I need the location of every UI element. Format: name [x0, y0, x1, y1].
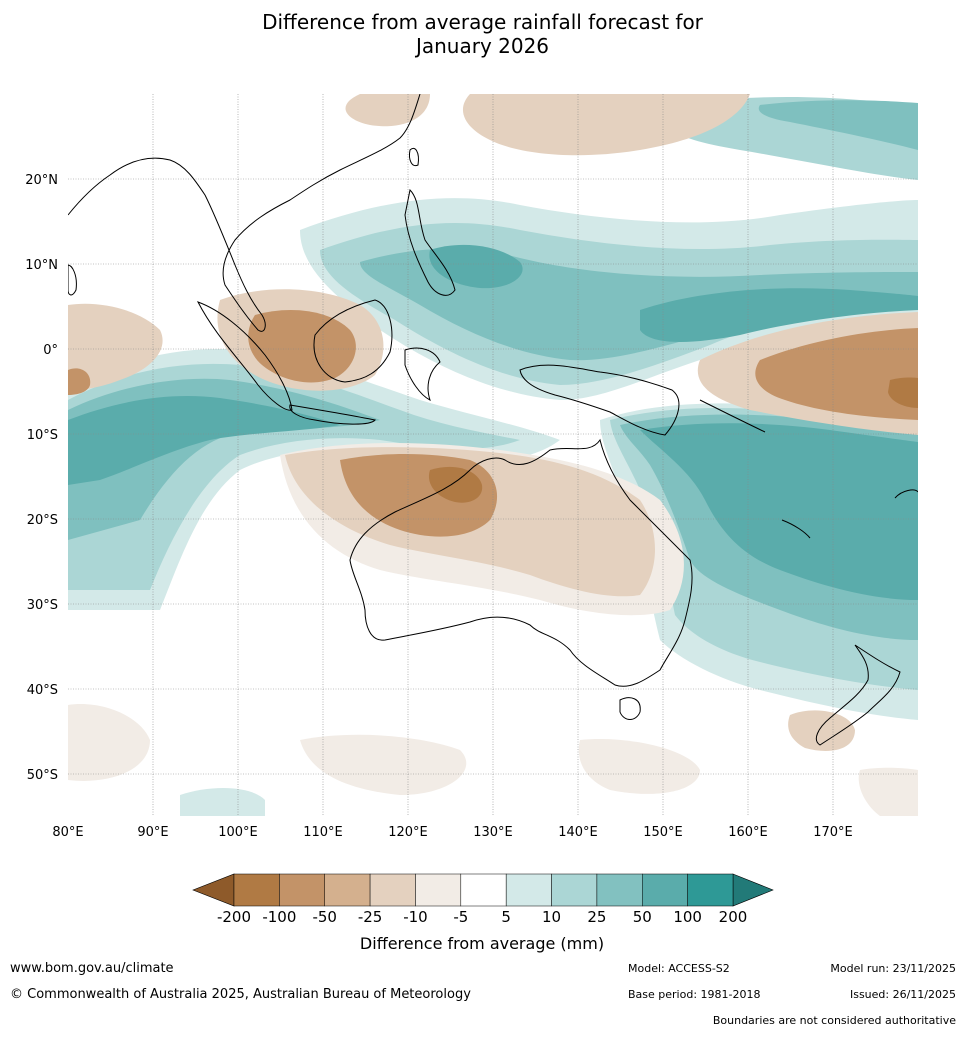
colorbar-swatch: [551, 873, 598, 907]
dry-region-east-pacific-mid: [755, 328, 918, 420]
title-line-1: Difference from average rainfall forecas…: [262, 10, 703, 34]
footer-issued: Issued: 26/11/2025: [849, 988, 956, 1001]
lat-label: 20°N: [25, 173, 58, 188]
colorbar-swatch: [505, 873, 552, 907]
lon-label: 90°E: [137, 825, 168, 840]
colorbar-tick-label: -25: [358, 908, 383, 926]
dry-region-north-australia-strong: [428, 466, 483, 503]
colorbar-tick-label: 200: [719, 908, 748, 926]
coastline-sulawesi: [404, 347, 441, 401]
coastline-sri-lanka: [68, 264, 77, 296]
colorbar-tick-label: -50: [312, 908, 337, 926]
dry-region-nz: [788, 710, 855, 751]
wet-region-north-pacific-mid: [758, 100, 918, 150]
dry-region-south-ocean-3: [578, 739, 700, 794]
colorbar-swatch: [324, 873, 371, 907]
colorbar-tick-label: 25: [587, 908, 606, 926]
colorbar-arrow-low: [192, 873, 235, 907]
lat-label: 50°S: [27, 768, 58, 783]
coastline-new-guinea: [519, 364, 680, 436]
footer-boundaries: Boundaries are not considered authoritat…: [712, 1014, 956, 1027]
coastline-borneo: [313, 299, 393, 383]
dry-region-south-indian-2: [300, 734, 467, 795]
map-title: Difference from average rainfall forecas…: [0, 10, 965, 58]
coastline-new-caledonia: [781, 519, 811, 539]
lon-label: 100°E: [218, 825, 258, 840]
lat-label: 40°S: [27, 683, 58, 698]
footer-model-run: Model run: 23/11/2025: [830, 962, 956, 975]
footer-model: Model: ACCESS-S2: [628, 962, 730, 975]
colorbar-swatch: [233, 873, 280, 907]
dry-region-north-china: [345, 94, 430, 127]
coastline-fiji: [894, 489, 918, 499]
dry-region-north-pacific: [462, 94, 750, 156]
dry-region-west-equator-mid: [68, 368, 91, 395]
lon-label: 120°E: [388, 825, 428, 840]
coastline-australia: [349, 438, 693, 687]
colorbar-tick-label: -10: [403, 908, 428, 926]
dry-region-south-indian: [68, 704, 150, 781]
dry-region-borneo-mid: [248, 310, 356, 383]
dry-region-far-south-east: [858, 767, 918, 816]
coastline-tasmania: [619, 697, 641, 720]
rainfall-field: [68, 94, 918, 816]
colorbar-tick-label: -100: [262, 908, 296, 926]
colorbar-tick-label: 5: [501, 908, 511, 926]
colorbar-swatch: [642, 873, 688, 907]
coastline-asia: [68, 94, 421, 332]
colorbar-swatch: [369, 873, 416, 907]
wet-region-coral-sea-core: [640, 423, 918, 600]
coastline-sumatra: [196, 301, 293, 411]
coastline-philippines: [404, 188, 456, 296]
lon-label: 150°E: [643, 825, 683, 840]
colorbar-swatch: [415, 873, 462, 907]
lat-label: 0°: [43, 343, 58, 358]
coastlines: [68, 94, 918, 746]
lon-label: 110°E: [303, 825, 343, 840]
colorbar-tick-label: 100: [673, 908, 702, 926]
lon-label: 140°E: [558, 825, 598, 840]
lat-label: 30°S: [27, 598, 58, 613]
lon-label: 170°E: [813, 825, 853, 840]
lon-labels: 80°E 90°E 100°E 110°E 120°E 130°E 140°E …: [52, 825, 852, 840]
dry-region-west-equator: [68, 303, 163, 392]
lon-label: 130°E: [473, 825, 513, 840]
colorbar: [192, 873, 774, 907]
lat-label: 10°N: [25, 258, 58, 273]
coastline-solomons: [699, 399, 766, 433]
coastline-taiwan: [409, 147, 419, 167]
colorbar-swatch: [460, 873, 507, 907]
colorbar-ticks: -200 -100 -50 -25 -10 -5 5 10 25 50 100 200: [217, 908, 747, 926]
graticule: [68, 94, 918, 816]
lat-label: 10°S: [27, 428, 58, 443]
lat-label: 20°S: [27, 513, 58, 528]
lon-label: 80°E: [52, 825, 83, 840]
footer-website: www.bom.gov.au/climate: [10, 961, 174, 976]
coastline-new-zealand: [815, 644, 901, 746]
colorbar-tick-label: 50: [633, 908, 652, 926]
colorbar-swatch: [687, 873, 734, 907]
colorbar-swatch: [279, 873, 325, 907]
colorbar-arrow-high: [732, 873, 774, 907]
lat-labels: 20°N 10°N 0° 10°S 20°S 30°S 40°S 50°S: [25, 173, 58, 783]
colorbar-label: Difference from average (mm): [360, 934, 604, 953]
wet-core-philippines: [429, 244, 523, 289]
colorbar-tick-label: 10: [542, 908, 561, 926]
colorbar-tick-label: -200: [217, 908, 251, 926]
wet-region-indian-ocean-core: [68, 396, 340, 485]
dry-region-east-pacific-strong: [888, 377, 918, 408]
coastline-java: [289, 404, 376, 425]
wet-region-south-patch: [180, 788, 265, 816]
footer-base-period: Base period: 1981-2018: [628, 988, 761, 1001]
title-line-2: January 2026: [415, 34, 550, 58]
colorbar-tick-label: -5: [453, 908, 468, 926]
lon-label: 160°E: [728, 825, 768, 840]
wet-region-core: [640, 288, 918, 342]
colorbar-swatch: [596, 873, 643, 907]
footer-copyright: © Commonwealth of Australia 2025, Austra…: [10, 987, 471, 1002]
